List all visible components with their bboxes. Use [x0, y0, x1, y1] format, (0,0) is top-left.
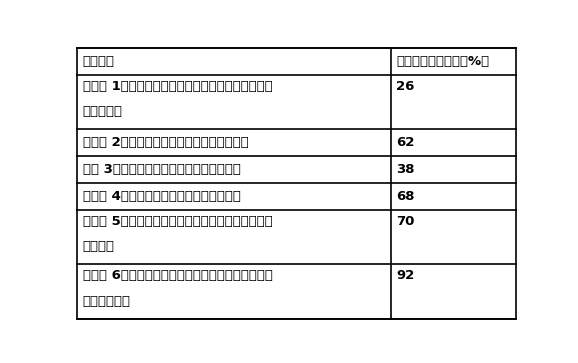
Text: 对比例 4（高压微射流处理、氨水为溶剂）: 对比例 4（高压微射流处理、氨水为溶剂） — [83, 190, 240, 203]
Text: 68: 68 — [397, 190, 415, 203]
Text: 92: 92 — [397, 269, 414, 282]
Text: 方法 3（高压脉冲电场处理、乙醇为溶剂）: 方法 3（高压脉冲电场处理、乙醇为溶剂） — [83, 163, 240, 176]
Text: 对比例 6（先高压脉冲电场处理后高压微射流处理、: 对比例 6（先高压脉冲电场处理后高压微射流处理、 — [83, 269, 272, 282]
Text: 为溶剂）: 为溶剂） — [83, 240, 114, 253]
Text: 对比例 2（高压脉冲电场处理、氨水为溶剂）: 对比例 2（高压脉冲电场处理、氨水为溶剂） — [83, 136, 249, 149]
Text: 氨水为溶剂）: 氨水为溶剂） — [83, 294, 131, 307]
Text: 62: 62 — [397, 136, 415, 149]
Text: 对比例 5（先高压微射流处理后高压脉冲电场、氨水: 对比例 5（先高压微射流处理后高压脉冲电场、氨水 — [83, 215, 272, 228]
Text: 低聚原花青素含量（%）: 低聚原花青素含量（%） — [397, 55, 490, 68]
Text: 处理方法: 处理方法 — [83, 55, 114, 68]
Text: 70: 70 — [397, 215, 415, 228]
Text: 水为溶剂）: 水为溶剂） — [83, 105, 123, 118]
Text: 38: 38 — [397, 163, 415, 176]
Text: 对比例 1（未高压脉冲电场、超高压微射流处理，氨: 对比例 1（未高压脉冲电场、超高压微射流处理，氨 — [83, 80, 272, 93]
Text: 26: 26 — [397, 80, 415, 93]
